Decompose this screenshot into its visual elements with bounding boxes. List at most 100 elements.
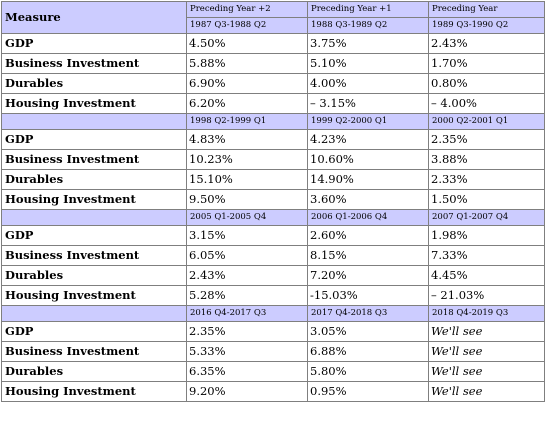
period-header-blank	[1, 113, 187, 130]
value-cell: We'll see	[428, 361, 545, 382]
value-cell: 1.98%	[428, 225, 545, 246]
period-header-cell: 1988 Q3-1989 Q2	[307, 17, 429, 34]
value-cell: We'll see	[428, 381, 545, 402]
value-cell: – 4.00%	[428, 93, 545, 114]
value-cell: 4.23%	[307, 129, 429, 150]
value-cell: 3.88%	[428, 149, 545, 170]
value-cell: 6.35%	[186, 361, 308, 382]
measure-label: Housing Investment	[1, 93, 187, 114]
value-cell: 4.45%	[428, 265, 545, 286]
table-row: GDP 4.83% 4.23% 2.35%	[1, 129, 545, 150]
value-cell: 5.33%	[186, 341, 308, 362]
growth-comparison-table: Measure Preceding Year +2 Preceding Year…	[1, 1, 545, 402]
value-cell: 7.20%	[307, 265, 429, 286]
period-header-cell: 1998 Q2-1999 Q1	[186, 113, 308, 130]
measure-label: Housing Investment	[1, 285, 187, 306]
value-cell: We'll see	[428, 321, 545, 342]
measure-label: Durables	[1, 265, 187, 286]
value-cell: 7.33%	[428, 245, 545, 266]
value-cell: 9.20%	[186, 381, 308, 402]
measure-label: GDP	[1, 129, 187, 150]
value-cell: 3.05%	[307, 321, 429, 342]
table-row: Business Investment 10.23% 10.60% 3.88%	[1, 149, 545, 170]
value-cell: 6.20%	[186, 93, 308, 114]
measure-label: GDP	[1, 321, 187, 342]
period-header-cell: 1999 Q2-2000 Q1	[307, 113, 429, 130]
period-header-cell: 2017 Q4-2018 Q3	[307, 305, 429, 322]
measure-column-header: Measure	[1, 1, 187, 34]
value-cell: 3.15%	[186, 225, 308, 246]
header-preceding-year-plus-1: Preceding Year +1	[307, 1, 429, 18]
value-cell: 4.00%	[307, 73, 429, 94]
value-cell: 1.50%	[428, 189, 545, 210]
measure-label: Business Investment	[1, 341, 187, 362]
value-cell: 6.88%	[307, 341, 429, 362]
value-cell: 5.88%	[186, 53, 308, 74]
table-row: Housing Investment 5.28% -15.03% – 21.03%	[1, 285, 545, 306]
value-cell: 9.50%	[186, 189, 308, 210]
table-row: GDP 3.15% 2.60% 1.98%	[1, 225, 545, 246]
value-cell: 3.60%	[307, 189, 429, 210]
value-cell: 6.90%	[186, 73, 308, 94]
period-header-cell: 1989 Q3-1990 Q2	[428, 17, 545, 34]
measure-label: Durables	[1, 73, 187, 94]
measure-label: Durables	[1, 169, 187, 190]
header-preceding-year-plus-2: Preceding Year +2	[186, 1, 308, 18]
table-row: Business Investment 5.33% 6.88% We'll see	[1, 341, 545, 362]
period-header-row: 2005 Q1-2005 Q4 2006 Q1-2006 Q4 2007 Q1-20…	[1, 209, 545, 226]
measure-label: Housing Investment	[1, 189, 187, 210]
header-preceding-year: Preceding Year	[428, 1, 545, 18]
value-cell: 2.60%	[307, 225, 429, 246]
value-cell: 15.10%	[186, 169, 308, 190]
value-cell: -15.03%	[307, 285, 429, 306]
table-row: GDP 4.50% 3.75% 2.43%	[1, 33, 545, 54]
table-row: Durables 15.10% 14.90% 2.33%	[1, 169, 545, 190]
measure-label: Business Investment	[1, 149, 187, 170]
period-header-cell: 2018 Q4-2019 Q3	[428, 305, 545, 322]
value-cell: 2.33%	[428, 169, 545, 190]
period-header-blank	[1, 305, 187, 322]
value-cell: 4.83%	[186, 129, 308, 150]
table-row: Housing Investment 6.20% – 3.15% – 4.00%	[1, 93, 545, 114]
value-cell: 5.80%	[307, 361, 429, 382]
period-header-cell: 2007 Q1-2007 Q4	[428, 209, 545, 226]
table-row: Housing Investment 9.20% 0.95% We'll see	[1, 381, 545, 402]
measure-label: GDP	[1, 33, 187, 54]
table-row: Durables 6.35% 5.80% We'll see	[1, 361, 545, 382]
period-header-cell: 2005 Q1-2005 Q4	[186, 209, 308, 226]
table-row: GDP 2.35% 3.05% We'll see	[1, 321, 545, 342]
value-cell: – 21.03%	[428, 285, 545, 306]
period-header-blank	[1, 209, 187, 226]
period-header-row: 2016 Q4-2017 Q3 2017 Q4-2018 Q3 2018 Q4-20…	[1, 305, 545, 322]
value-cell: 4.50%	[186, 33, 308, 54]
value-cell: 10.60%	[307, 149, 429, 170]
value-cell: 1.70%	[428, 53, 545, 74]
value-cell: 14.90%	[307, 169, 429, 190]
table-row: Durables 2.43% 7.20% 4.45%	[1, 265, 545, 286]
period-header-cell: 2000 Q2-2001 Q1	[428, 113, 545, 130]
measure-label: GDP	[1, 225, 187, 246]
value-cell: 2.43%	[186, 265, 308, 286]
measure-label: Business Investment	[1, 245, 187, 266]
measure-label: Housing Investment	[1, 381, 187, 402]
measure-label: Business Investment	[1, 53, 187, 74]
table-row: Durables 6.90% 4.00% 0.80%	[1, 73, 545, 94]
period-header-cell: 2006 Q1-2006 Q4	[307, 209, 429, 226]
value-cell: 8.15%	[307, 245, 429, 266]
value-cell: 3.75%	[307, 33, 429, 54]
value-cell: 2.35%	[186, 321, 308, 342]
value-cell: 5.28%	[186, 285, 308, 306]
period-header-row: 1998 Q2-1999 Q1 1999 Q2-2000 Q1 2000 Q2-20…	[1, 113, 545, 130]
period-header-cell: 2016 Q4-2017 Q3	[186, 305, 308, 322]
value-cell: 2.43%	[428, 33, 545, 54]
measure-label: Durables	[1, 361, 187, 382]
value-cell: 5.10%	[307, 53, 429, 74]
table-row: Business Investment 6.05% 8.15% 7.33%	[1, 245, 545, 266]
table-row: Business Investment 5.88% 5.10% 1.70%	[1, 53, 545, 74]
value-cell: 0.95%	[307, 381, 429, 402]
value-cell: We'll see	[428, 341, 545, 362]
value-cell: 0.80%	[428, 73, 545, 94]
value-cell: 2.35%	[428, 129, 545, 150]
table-row: Housing Investment 9.50% 3.60% 1.50%	[1, 189, 545, 210]
header-row-top: Measure Preceding Year +2 Preceding Year…	[1, 1, 545, 34]
